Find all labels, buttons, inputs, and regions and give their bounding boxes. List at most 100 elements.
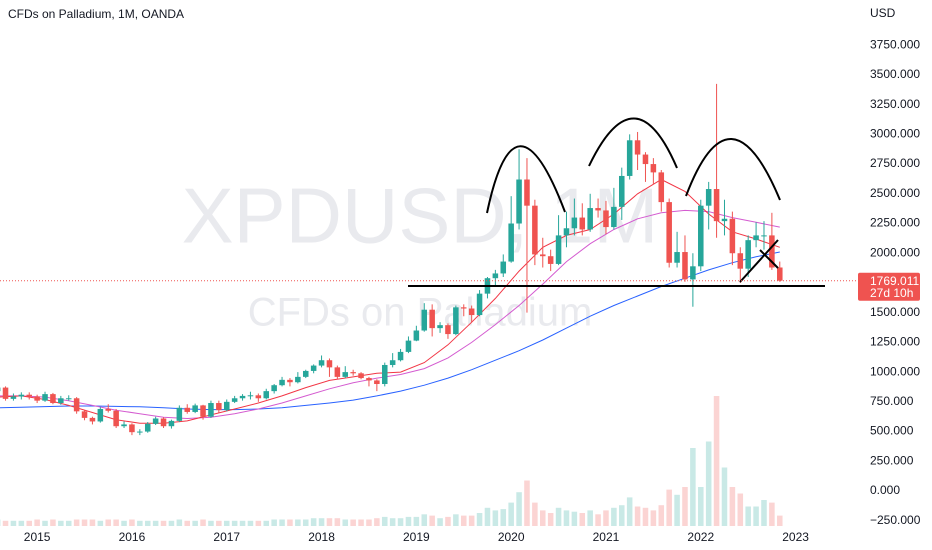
candle-body: [271, 385, 277, 392]
y-tick-label: 750.000: [870, 394, 914, 408]
volume-bar: [642, 507, 649, 526]
candle-body: [603, 210, 609, 228]
candle-body: [547, 256, 554, 264]
volume-bar: [263, 520, 270, 526]
candle-body: [223, 401, 230, 411]
candle-body: [200, 405, 206, 417]
candle-body: [508, 223, 514, 262]
candle-body: [50, 394, 56, 404]
volume-bar: [81, 519, 88, 526]
candle-body: [611, 206, 617, 228]
candle-body: [208, 403, 214, 417]
candle-body: [737, 253, 744, 269]
candle-body: [429, 309, 435, 329]
volume-bar: [713, 396, 720, 526]
candle-body: [571, 217, 578, 229]
volume-bar: [168, 520, 175, 526]
candle-body: [65, 398, 72, 400]
candle-body: [34, 396, 40, 401]
volume-bar: [113, 519, 119, 526]
y-tick-label: 1500.000: [870, 305, 920, 319]
candle-body: [247, 395, 254, 397]
volume-bar: [698, 487, 704, 526]
volume-bar: [73, 519, 80, 526]
candle-body: [105, 408, 112, 411]
candle-body: [745, 240, 751, 269]
candle-body: [698, 205, 704, 267]
candle-body: [358, 373, 364, 379]
candle-body: [705, 189, 712, 206]
volume-bar: [255, 520, 262, 526]
candle-body: [460, 307, 467, 309]
candle-body: [318, 360, 325, 366]
volume-bar: [247, 520, 254, 526]
volume-bar: [216, 520, 222, 526]
volume-bar: [50, 519, 56, 526]
candle-body: [192, 405, 198, 412]
volume-bar: [10, 520, 17, 526]
candle-body: [366, 378, 372, 381]
volume-bar: [200, 519, 206, 526]
volume-bar: [2, 520, 9, 526]
volume-bar: [18, 520, 25, 526]
volume-bar: [516, 492, 522, 526]
volume-bar: [121, 520, 127, 526]
chart-title: CFDs on Palladium, 1M, OANDA: [8, 7, 184, 21]
watermark: XPDUSD, 1M: [182, 172, 659, 260]
volume-bar: [295, 519, 301, 526]
volume-bar: [532, 502, 538, 526]
candle-body: [216, 403, 222, 411]
volume-bar: [634, 506, 641, 526]
arc: [588, 117, 678, 169]
candle-body: [453, 307, 459, 335]
y-tick-label: 2250.000: [870, 216, 920, 230]
x-tick-label: 2020: [498, 530, 525, 544]
volume-bar: [555, 507, 562, 526]
volume-bar: [97, 520, 104, 526]
candle-body: [2, 387, 9, 399]
candle-body: [682, 252, 688, 280]
candle-body: [255, 395, 262, 399]
candle-body: [769, 235, 775, 268]
volume-bar: [129, 519, 135, 526]
volume-bar: [152, 520, 159, 526]
volume-bar: [666, 489, 672, 526]
volume-bar: [587, 510, 593, 526]
candle-body: [650, 164, 657, 173]
volume-bar: [381, 516, 388, 526]
candle-body: [26, 394, 32, 397]
volume-bar: [524, 480, 530, 526]
candle-body: [389, 360, 396, 365]
volume-bar: [437, 518, 443, 526]
candle-body: [524, 179, 530, 206]
candle-body: [160, 418, 167, 427]
candle-body: [563, 228, 570, 236]
volume-bar: [231, 520, 238, 526]
volume-bar: [445, 516, 451, 526]
candle-body: [239, 395, 246, 399]
volume-bar: [42, 520, 48, 526]
volume-bar: [769, 502, 775, 526]
y-tick-label: 250.000: [870, 453, 914, 467]
y-tick-label: 2750.000: [870, 156, 920, 170]
y-tick-label: 3000.000: [870, 127, 920, 141]
volume-bar: [397, 518, 404, 526]
candle-body: [287, 379, 293, 383]
volume-bar: [500, 509, 507, 526]
candle-body: [540, 254, 546, 257]
candle-body: [729, 218, 736, 254]
volume-bar: [302, 519, 309, 526]
y-tick-label: 3750.000: [870, 37, 920, 51]
volume-bar: [626, 497, 633, 526]
candle-body: [595, 208, 601, 211]
candle-body: [761, 235, 767, 237]
candle-body: [137, 431, 143, 433]
volume-bar: [619, 505, 625, 526]
candle-body: [381, 364, 388, 385]
x-tick-label: 2016: [119, 530, 146, 544]
candle-body: [342, 372, 349, 377]
arc: [486, 145, 566, 214]
candle-body: [58, 398, 64, 404]
candle-body: [476, 293, 483, 316]
